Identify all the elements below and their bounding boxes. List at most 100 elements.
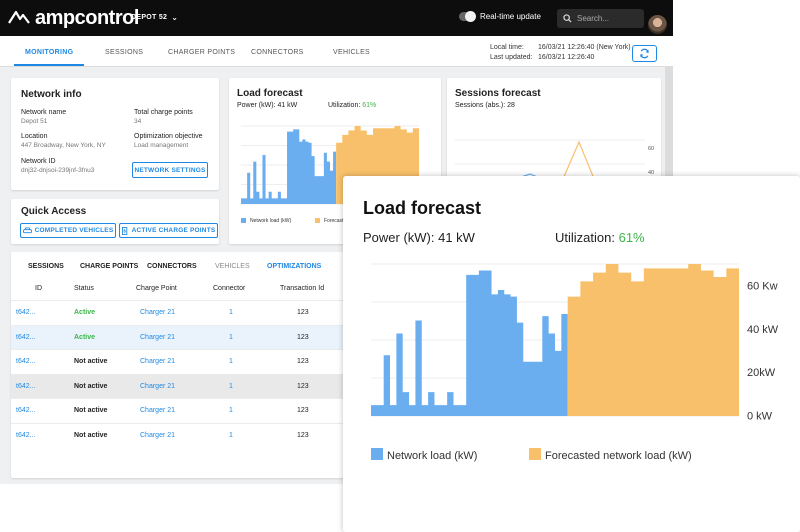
cell-transaction: 123: [297, 309, 309, 316]
search-box: [557, 9, 644, 28]
cell-id[interactable]: t642...: [16, 309, 36, 316]
load-forecast-zoom-card: Load forecast Power (kW): 41 kW Utilizat…: [343, 176, 800, 532]
tab-vehicles[interactable]: VEHICLES: [333, 49, 371, 56]
col-header-transaction-id[interactable]: Transaction Id: [280, 285, 325, 292]
table-row[interactable]: t642... Active Charger 21 1 123: [11, 324, 351, 349]
load-forecast-chart-large: 60 Kw 40 kW 20kW 0 kW Network load (kW) Forec…: [371, 263, 779, 462]
local-time-label: Local time:: [490, 44, 524, 51]
load-forecast-util-label: Utilization:: [328, 102, 361, 109]
cell-connector[interactable]: 1: [229, 431, 233, 439]
cell-charge-point[interactable]: Charger 21: [140, 431, 176, 439]
brand-name: ampcontrol: [35, 7, 139, 29]
zoom-title: Load forecast: [363, 198, 482, 218]
realtime-toggle-group: Real-time update: [459, 11, 541, 22]
tab-connectors[interactable]: CONNECTORS: [251, 49, 304, 56]
realtime-toggle[interactable]: [459, 11, 476, 22]
load-forecast-title: Load forecast: [237, 88, 303, 99]
tab-sessions[interactable]: SESSIONS: [105, 49, 144, 56]
table-row[interactable]: t642... Active Charger 21 1 123: [11, 300, 351, 324]
zoom-util: Utilization: 61%: [555, 230, 645, 245]
sessions-forecast-sub: Sessions (abs.): 28: [455, 102, 515, 109]
local-time-value: 16/03/21 12:26:40 (New York): [538, 44, 631, 51]
cell-id[interactable]: t642...: [16, 407, 36, 414]
search-input[interactable]: [577, 14, 637, 23]
optimization-objective-label: Optimization objective: [134, 133, 203, 140]
cell-connector[interactable]: 1: [229, 382, 233, 390]
network-id-value: dnj32-dnjsoi-239jnf-3fnu3: [21, 167, 95, 174]
brand-logo[interactable]: ampcontrol: [7, 8, 139, 28]
cell-charge-point[interactable]: Charger 21: [140, 407, 176, 414]
legend-network-swatch: [371, 448, 383, 460]
depot-selector[interactable]: DEPOT 52 ⌄: [131, 13, 178, 22]
completed-vehicles-button[interactable]: COMPLETED VEHICLES: [20, 223, 116, 238]
load-forecast-power: Power (kW): 41 kW: [237, 102, 298, 109]
network-load-series: [371, 270, 568, 416]
completed-vehicles-label: COMPLETED VEHICLES: [34, 227, 114, 234]
legend-forecast-label: Forecasted network load (kW): [545, 450, 692, 462]
last-updated-label: Last updated:: [490, 54, 533, 61]
car-icon: [22, 227, 32, 234]
active-charge-points-button[interactable]: ACTIVE CHARGE POINTS: [119, 223, 218, 238]
cell-status: Not active: [74, 431, 108, 439]
total-charge-points-value: 34: [134, 118, 142, 125]
active-charge-points-label: ACTIVE CHARGE POINTS: [131, 227, 216, 234]
optimization-objective-value: Load management: [134, 142, 189, 149]
load-forecast-util: Utilization: 61%: [328, 102, 376, 109]
col-header-status[interactable]: Status: [74, 285, 94, 292]
sessions-tick-60: 60: [648, 146, 654, 152]
search-icon: [563, 14, 572, 23]
total-charge-points-label: Total charge points: [134, 109, 193, 116]
tab-monitoring[interactable]: MONITORING: [25, 49, 74, 56]
cell-transaction: 123: [297, 407, 309, 414]
cell-charge-point[interactable]: Charger 21: [140, 333, 176, 341]
table-tab-connectors[interactable]: CONNECTORS: [147, 263, 197, 270]
table-row[interactable]: t642... Not active Charger 21 1 123: [11, 373, 351, 398]
cell-charge-point[interactable]: Charger 21: [140, 309, 176, 316]
col-header-connector[interactable]: Connector: [213, 285, 246, 292]
cell-transaction: 123: [297, 358, 309, 365]
forecast-load-series: [567, 264, 739, 416]
cell-charge-point[interactable]: Charger 21: [140, 358, 176, 365]
sessions-tick-40: 40: [648, 170, 654, 176]
table-tab-sessions[interactable]: SESSIONS: [28, 263, 64, 270]
cell-status: Not active: [74, 382, 108, 390]
table-row[interactable]: t642... Not active Charger 21 1 123: [11, 349, 351, 373]
cell-id[interactable]: t642...: [16, 382, 36, 390]
tab-charger-points[interactable]: CHARGER POINTS: [168, 49, 236, 56]
user-avatar[interactable]: [648, 15, 667, 34]
cell-id[interactable]: t642...: [16, 358, 36, 365]
sessions-forecast-title: Sessions forecast: [455, 88, 541, 99]
y-tick-label: 60 Kw: [747, 280, 778, 292]
table-row[interactable]: t642... Not active Charger 21 1 123: [11, 422, 351, 447]
legend-network-swatch: [241, 218, 246, 223]
y-tick-label: 40 kW: [747, 324, 779, 336]
cell-id[interactable]: t642...: [16, 431, 36, 439]
table-tab-vehicles[interactable]: VEHICLES: [215, 263, 250, 270]
network-load-series: [241, 129, 337, 204]
cell-status: Active: [74, 333, 96, 341]
cell-connector[interactable]: 1: [229, 358, 233, 365]
depot-label: DEPOT 52: [131, 14, 168, 21]
cell-transaction: 123: [297, 333, 309, 341]
y-tick-label: 0 kW: [747, 411, 773, 423]
table-row[interactable]: t642... Not active Charger 21 1 123: [11, 398, 351, 422]
cell-id[interactable]: t642...: [16, 333, 36, 341]
legend-network-label: Network load (kW): [250, 218, 291, 224]
cell-transaction: 123: [297, 382, 309, 390]
table-tab-optimizations[interactable]: OPTIMIZATIONS: [267, 263, 322, 270]
zoom-util-value: 61%: [618, 230, 645, 245]
cell-connector[interactable]: 1: [229, 407, 233, 414]
data-table-card: SESSIONS CHARGE POINTS CONNECTORS VEHICL…: [11, 252, 351, 478]
network-settings-button[interactable]: NETWORK SETTINGS: [132, 162, 208, 178]
cell-status: Active: [74, 309, 96, 316]
col-header-id[interactable]: ID: [35, 285, 42, 292]
table-tab-charge-points[interactable]: CHARGE POINTS: [80, 263, 139, 270]
cell-charge-point[interactable]: Charger 21: [140, 382, 176, 390]
refresh-button[interactable]: [632, 45, 657, 62]
quick-access-title: Quick Access: [21, 206, 87, 217]
cell-connector[interactable]: 1: [229, 333, 233, 341]
cell-connector[interactable]: 1: [229, 309, 233, 316]
cell-transaction: 123: [297, 431, 309, 439]
col-header-charge-point[interactable]: Charge Point: [136, 285, 177, 292]
location-label: Location: [21, 133, 48, 140]
